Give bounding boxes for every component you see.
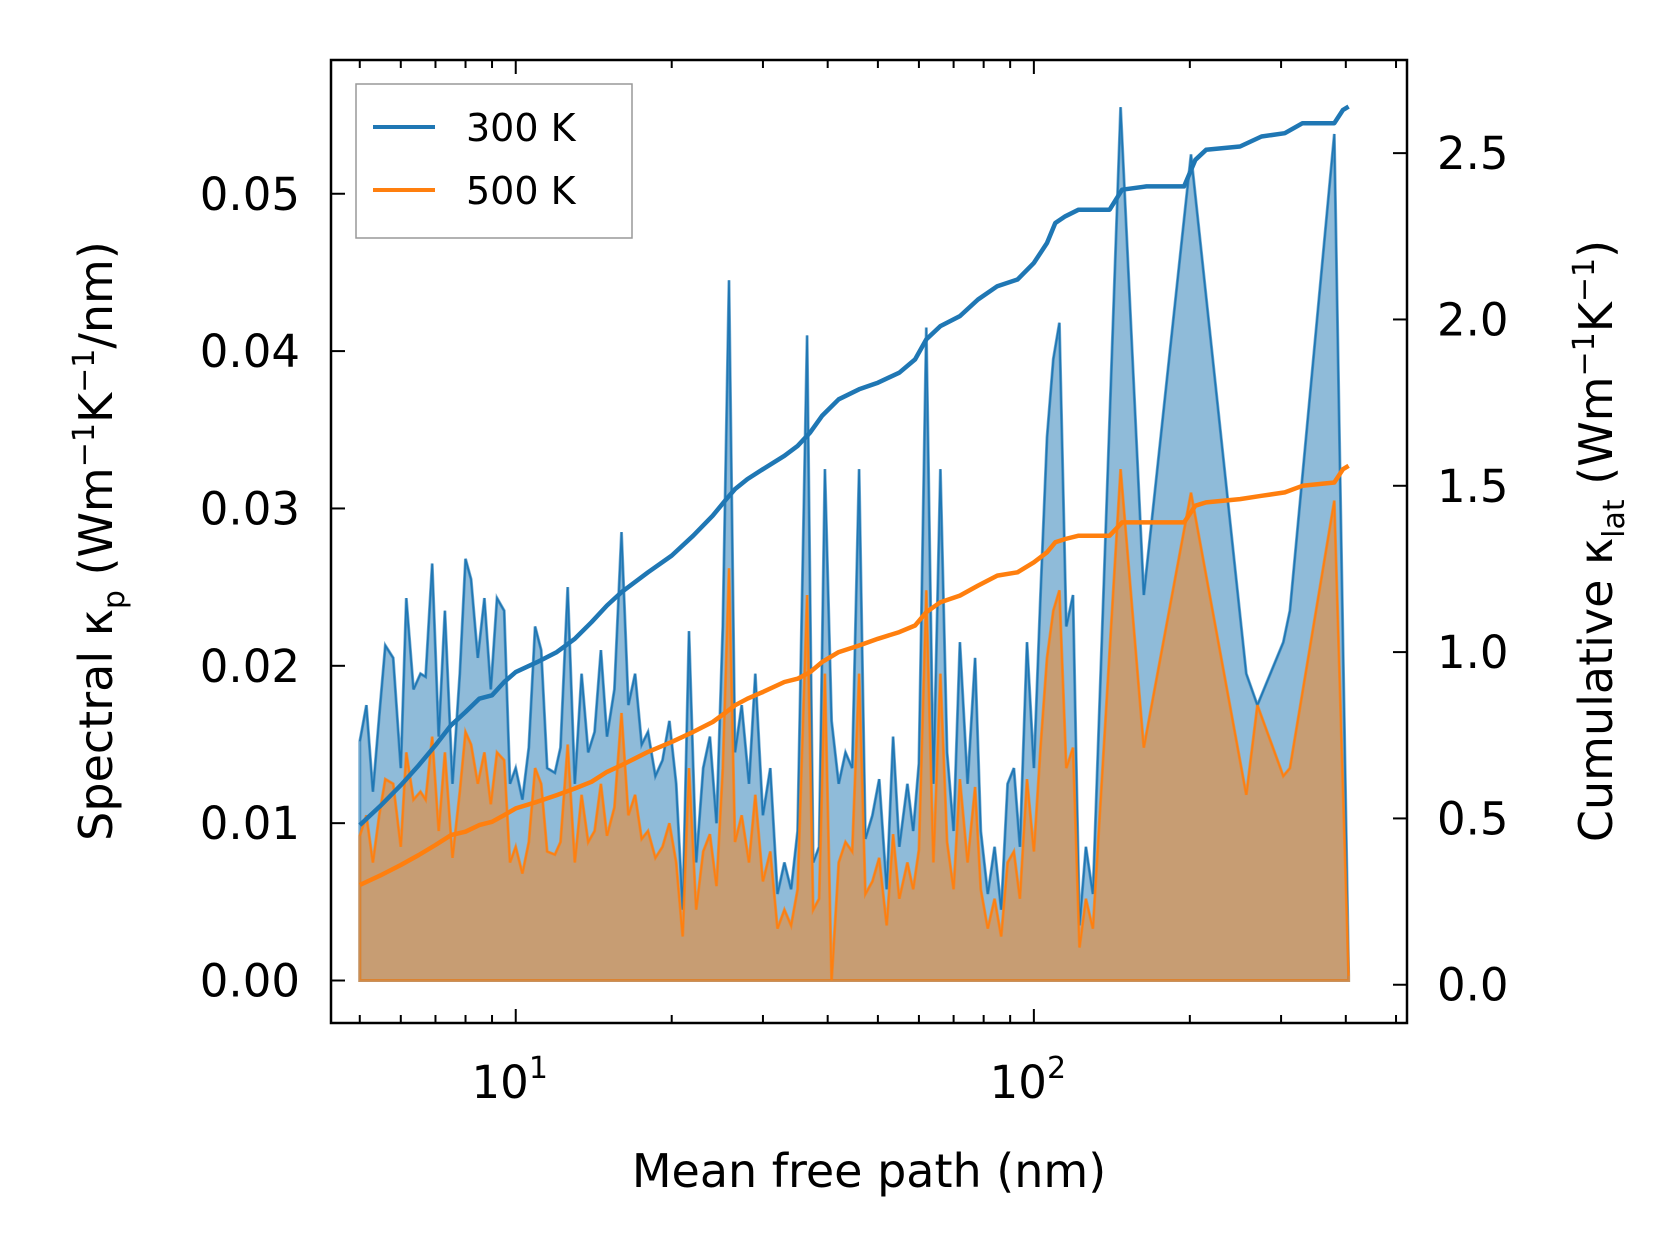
- y-axis-title-sup1: −1: [67, 423, 102, 467]
- y2-axis-title: Cumulative κlat (Wm−1K−1): [1567, 240, 1632, 842]
- y-tick-label: 0.00: [200, 955, 300, 1008]
- y2-tick-label: 2.0: [1437, 293, 1509, 346]
- x-tick-label: 101: [472, 1051, 548, 1109]
- legend-label-500k: 500 K: [466, 169, 577, 213]
- spectral-area-layer: [358, 107, 1351, 982]
- y2-axis-title-mid2: K: [1569, 300, 1623, 332]
- plot-frame: [329, 58, 1409, 1025]
- x-tick-label-base: 10: [472, 1056, 529, 1109]
- spectral-line-500k: [359, 469, 1350, 981]
- y2-axis-title-sup1: −1: [1567, 332, 1602, 376]
- y2-axis-title-pre: Cumulative κ: [1569, 538, 1623, 842]
- cumulative-line-300k: [358, 104, 1350, 827]
- y-axis-title-post: /nm): [69, 241, 123, 348]
- y2-tick-label: 0.0: [1437, 959, 1509, 1012]
- legend: 300 K 500 K: [355, 83, 633, 239]
- legend-label-300k: 300 K: [466, 106, 577, 150]
- y2-axis-title-sub: lat: [1597, 499, 1632, 538]
- spectral-line-300k: [359, 107, 1350, 973]
- y-tick-label: 0.05: [200, 168, 300, 221]
- y-axis-title-sup2: −1: [67, 349, 102, 393]
- y2-axis-title-sup2: −1: [1567, 258, 1602, 302]
- y2-axis-title-post: ): [1569, 240, 1623, 258]
- y-axis-title-sub: p: [97, 590, 132, 609]
- y-axis-title-mid2: K: [69, 391, 123, 423]
- y-axis-title-pre: Spectral κ: [69, 609, 123, 841]
- y2-tick-label: 1.0: [1437, 626, 1509, 679]
- tick-layer: 101 1020.000.010.020.030.040.050.00.51.01…: [200, 60, 1509, 1109]
- y2-tick-label: 1.5: [1437, 460, 1509, 513]
- y2-axis-title-mid1: (Wm: [1569, 376, 1623, 499]
- y-axis-title: Spectral κp (Wm−1K−1/nm): [67, 241, 132, 841]
- y-tick-label: 0.03: [200, 482, 300, 535]
- legend-box: [355, 83, 633, 239]
- cumulative-line-500k: [358, 463, 1350, 888]
- y-tick-label: 0.02: [200, 640, 300, 693]
- y2-tick-label: 2.5: [1437, 127, 1509, 180]
- x-tick-label: 102: [990, 1051, 1066, 1109]
- x-tick-label-exponent: 1: [529, 1051, 548, 1086]
- x-tick-label-exponent: 2: [1047, 1051, 1066, 1086]
- y-tick-label: 0.04: [200, 325, 300, 378]
- y2-tick-label: 0.5: [1437, 792, 1509, 845]
- cumulative-line-layer: [358, 104, 1350, 888]
- y-axis-title-mid1: (Wm: [69, 467, 123, 590]
- x-axis-title: Mean free path (nm): [632, 1144, 1106, 1198]
- y-tick-label: 0.01: [200, 797, 300, 850]
- x-tick-label-base: 10: [990, 1056, 1047, 1109]
